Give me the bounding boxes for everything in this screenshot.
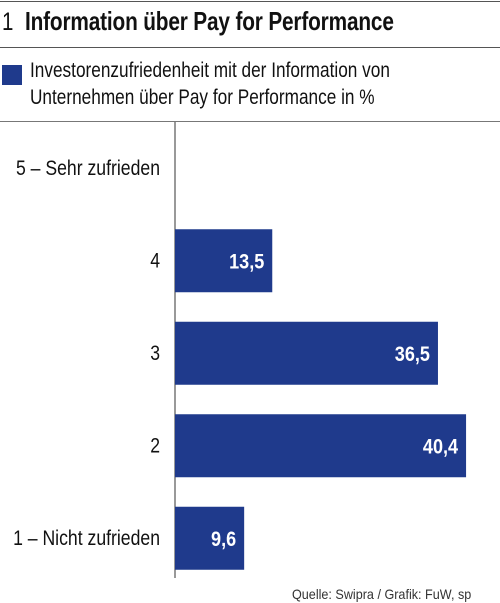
bar-value-label: 36,5	[395, 343, 430, 367]
legend-text: Investorenzufriedenheit mit der Informat…	[30, 57, 390, 111]
title-rule	[0, 47, 500, 48]
chart-title-text: Information über Pay for Performance	[25, 6, 394, 36]
legend-line-2: Unternehmen über Pay for Performance in …	[30, 86, 375, 109]
bar-value-label: 40,4	[423, 436, 458, 460]
bar	[175, 321, 438, 385]
bar	[175, 414, 467, 478]
category-label: 3	[150, 342, 160, 366]
category-label: 2	[150, 434, 160, 458]
category-label: 1 – Nicht zufrieden	[13, 527, 160, 551]
bar-value-label: 9,6	[211, 528, 236, 552]
legend-rule	[0, 121, 500, 122]
legend-line-1: Investorenzufriedenheit mit der Informat…	[30, 59, 390, 82]
chart-title: 1 Information über Pay for Performance	[2, 6, 486, 40]
category-label: 5 – Sehr zufrieden	[16, 157, 160, 181]
chart-number: 1	[2, 8, 14, 36]
bar	[175, 506, 245, 570]
bar	[175, 229, 273, 293]
source-credit: Quelle: Swipra / Grafik: FuW, sp	[292, 586, 472, 602]
legend-swatch	[2, 65, 22, 85]
bar-value-label: 13,5	[229, 251, 264, 275]
top-rule	[0, 1, 500, 2]
category-label: 4	[150, 249, 160, 273]
bar-chart: 5 – Sehr zufrieden 4 13,5 3 36,5 2 40,4 1 – Nic…	[13, 122, 467, 578]
